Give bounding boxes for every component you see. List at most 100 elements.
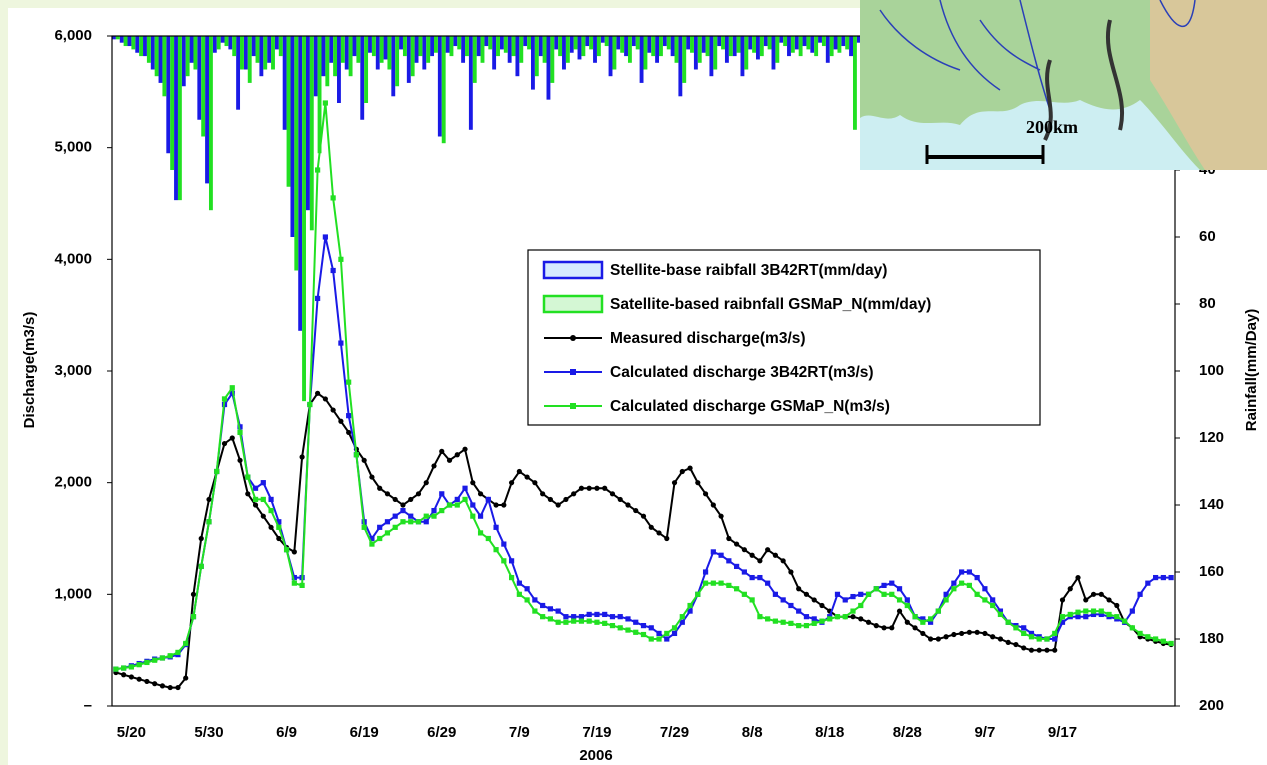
line-marker: [1075, 614, 1080, 619]
line-marker: [462, 447, 467, 452]
line-marker: [664, 631, 669, 636]
y2-tick-label: 200: [1199, 697, 1224, 714]
line-marker: [1114, 603, 1119, 608]
line-marker: [672, 625, 677, 630]
line-marker: [1169, 575, 1174, 580]
rain-bar: [450, 36, 454, 56]
y2-tick-label: 80: [1199, 295, 1216, 312]
line-marker: [1075, 610, 1080, 615]
rain-bar: [380, 36, 384, 63]
line-marker: [362, 458, 367, 463]
line-marker: [408, 519, 413, 524]
legend-label: Calculated discharge 3B42RT(m3/s): [610, 364, 874, 381]
line-marker: [773, 553, 778, 558]
line-marker: [641, 514, 646, 519]
rain-bar: [481, 36, 485, 63]
line-marker: [835, 614, 840, 619]
rain-bar: [244, 36, 248, 70]
line-marker: [718, 514, 723, 519]
line-marker: [625, 502, 630, 507]
rain-bar: [744, 36, 748, 70]
line-marker: [517, 581, 522, 586]
line-marker: [1161, 575, 1166, 580]
rain-bar: [135, 36, 139, 53]
line-marker: [431, 514, 436, 519]
line-marker: [393, 525, 398, 530]
rain-bar: [488, 36, 492, 49]
line-marker: [967, 569, 972, 574]
rain-bar: [616, 36, 620, 49]
legend: Stellite-base raibfall 3B42RT(mm/day)Sat…: [528, 250, 1040, 425]
line-marker: [641, 623, 646, 628]
rain-bar: [213, 36, 217, 53]
line-marker: [183, 641, 188, 646]
line-marker: [858, 603, 863, 608]
line-marker: [144, 679, 149, 684]
rain-bar: [174, 36, 178, 200]
rain-bar: [418, 36, 422, 56]
line-marker: [734, 541, 739, 546]
line-marker: [346, 413, 351, 418]
line-marker: [1037, 648, 1042, 653]
legend-label: Measured discharge(m3/s): [610, 330, 806, 347]
line-marker: [261, 497, 266, 502]
line-marker: [253, 486, 258, 491]
rain-bar: [434, 36, 438, 53]
line-marker: [276, 525, 281, 530]
line-marker: [1029, 634, 1034, 639]
rain-bar: [395, 36, 399, 86]
line-marker: [1013, 625, 1018, 630]
rain-bar: [131, 36, 135, 49]
rain-bar: [333, 36, 337, 76]
line-marker: [230, 435, 235, 440]
line-marker: [594, 620, 599, 625]
line-marker: [757, 614, 762, 619]
line-marker: [517, 592, 522, 597]
rain-bar: [267, 36, 271, 63]
rain-bar: [578, 36, 582, 59]
line-marker: [431, 463, 436, 468]
rain-bar: [550, 36, 554, 83]
rain-bar: [461, 36, 465, 63]
line-marker: [571, 491, 576, 496]
line-marker: [695, 592, 700, 597]
rain-bar: [120, 36, 124, 43]
line-marker: [501, 502, 506, 507]
line-marker: [959, 631, 964, 636]
line-marker: [874, 586, 879, 591]
rain-bar: [659, 36, 663, 56]
y2-axis-label: Rainfall(mm/Day): [1243, 309, 1260, 432]
line-marker: [1006, 640, 1011, 645]
line-marker: [323, 234, 328, 239]
line-marker: [1137, 592, 1142, 597]
rain-bar: [387, 36, 391, 70]
line-marker: [765, 581, 770, 586]
line-marker: [532, 597, 537, 602]
rain-bar: [143, 36, 147, 56]
line-marker: [1099, 592, 1104, 597]
line-marker: [796, 623, 801, 628]
line-marker: [230, 385, 235, 390]
line-marker: [121, 672, 126, 677]
line-marker: [734, 564, 739, 569]
rain-bar: [539, 36, 543, 56]
line-marker: [928, 636, 933, 641]
y-tick-label: 4,000: [54, 250, 92, 267]
line-marker: [400, 508, 405, 513]
line-marker: [517, 469, 522, 474]
line-marker: [726, 536, 731, 541]
line-marker: [1122, 619, 1127, 624]
line-marker: [346, 430, 351, 435]
line-marker: [579, 619, 584, 624]
rain-bar: [197, 36, 201, 120]
line-marker: [299, 583, 304, 588]
chart: –1,0002,0003,0004,0005,0006,000406080100…: [0, 0, 1267, 765]
rain-bar: [256, 36, 260, 63]
line-marker: [563, 497, 568, 502]
legend-label: Stellite-base raibfall 3B42RT(mm/day): [610, 262, 887, 279]
line-marker: [788, 569, 793, 574]
line-marker: [160, 655, 165, 660]
line-marker: [773, 592, 778, 597]
line-marker: [548, 606, 553, 611]
rain-bar: [190, 36, 194, 63]
